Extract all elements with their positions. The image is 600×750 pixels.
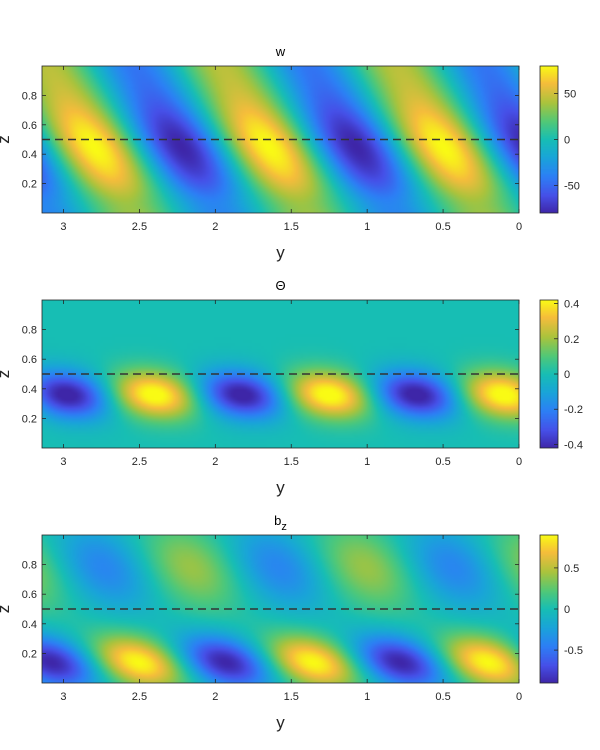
plot-title: w	[275, 44, 286, 59]
x-tick-label: 1	[364, 456, 370, 468]
x-tick-label: 2.5	[132, 456, 147, 468]
y-tick-label: 0.4	[22, 619, 37, 631]
y-axis-label: z	[0, 370, 13, 379]
x-axis-label: y	[276, 243, 285, 262]
y-tick-label: 0.8	[22, 90, 37, 102]
y-tick-label: 0.4	[22, 149, 37, 161]
x-tick-label: 2.5	[132, 221, 147, 233]
colorbar-tick-label: 0.5	[564, 563, 579, 575]
colorbar-gradient	[540, 66, 558, 213]
colorbar-tick-label: -0.4	[564, 439, 583, 451]
colorbar-tick-label: 0.2	[564, 334, 579, 346]
y-tick-label: 0.6	[22, 354, 37, 366]
subplot-0: 3 2.5 2 1.5 1 0.5 0 0.2 0.4 0.6 0.8 y z w 50 0 -50	[0, 44, 580, 262]
colorbar-tick-label: 0.4	[564, 299, 579, 311]
y-tick-label: 0.2	[22, 179, 37, 191]
x-tick-label: 2	[212, 691, 218, 703]
x-tick-label: 3	[60, 691, 66, 703]
x-tick-label: 1.5	[284, 691, 299, 703]
x-tick-label: 0	[516, 221, 522, 233]
colorbar-gradient	[540, 300, 558, 448]
y-tick-label: 0.2	[22, 648, 37, 660]
plot-title: bz	[274, 513, 287, 533]
x-tick-label: 3	[60, 456, 66, 468]
colorbar-tick-label: -0.5	[564, 645, 583, 657]
colorbar-tick-label: 0	[564, 604, 570, 616]
x-axis-label: y	[276, 478, 285, 497]
colorbar-gradient	[540, 535, 558, 683]
x-axis-label: y	[276, 713, 285, 732]
y-tick-label: 0.8	[22, 560, 37, 572]
x-tick-label: 0.5	[435, 221, 450, 233]
subplot-2: 3 2.5 2 1.5 1 0.5 0 0.2 0.4 0.6 0.8 y z bz 0.5 0 -0.5	[0, 513, 583, 732]
colorbar-tick-label: -50	[564, 180, 580, 192]
x-tick-label: 0.5	[435, 691, 450, 703]
x-tick-label: 2.5	[132, 691, 147, 703]
x-tick-label: 0	[516, 691, 522, 703]
colorbar-tick-label: 0	[564, 369, 570, 381]
y-axis-label: z	[0, 605, 13, 614]
y-axis-label: z	[0, 135, 13, 144]
x-tick-label: 2	[212, 456, 218, 468]
y-tick-label: 0.4	[22, 384, 37, 396]
plot-title: Θ	[275, 278, 285, 293]
colorbar-tick-label: 0	[564, 135, 570, 147]
x-tick-label: 1.5	[284, 221, 299, 233]
x-tick-label: 1	[364, 691, 370, 703]
colorbar: 0.4 0.2 0 -0.2 -0.4	[539, 299, 583, 451]
subplot-1: 3 2.5 2 1.5 1 0.5 0 0.2 0.4 0.6 0.8 y z Θ 0.4 0.2 0 -0.2 -…	[0, 278, 583, 497]
y-tick-label: 0.6	[22, 589, 37, 601]
colorbar-tick-label: 50	[564, 89, 576, 101]
x-tick-label: 1	[364, 221, 370, 233]
x-tick-label: 2	[212, 221, 218, 233]
x-tick-label: 1.5	[284, 456, 299, 468]
y-tick-label: 0.2	[22, 413, 37, 425]
y-tick-label: 0.6	[22, 120, 37, 132]
colorbar: 0.5 0 -0.5	[539, 534, 583, 684]
x-tick-label: 0.5	[435, 456, 450, 468]
x-tick-label: 3	[60, 221, 66, 233]
y-tick-label: 0.8	[22, 325, 37, 337]
colorbar: 50 0 -50	[539, 65, 580, 214]
x-tick-label: 0	[516, 456, 522, 468]
colorbar-tick-label: -0.2	[564, 404, 583, 416]
